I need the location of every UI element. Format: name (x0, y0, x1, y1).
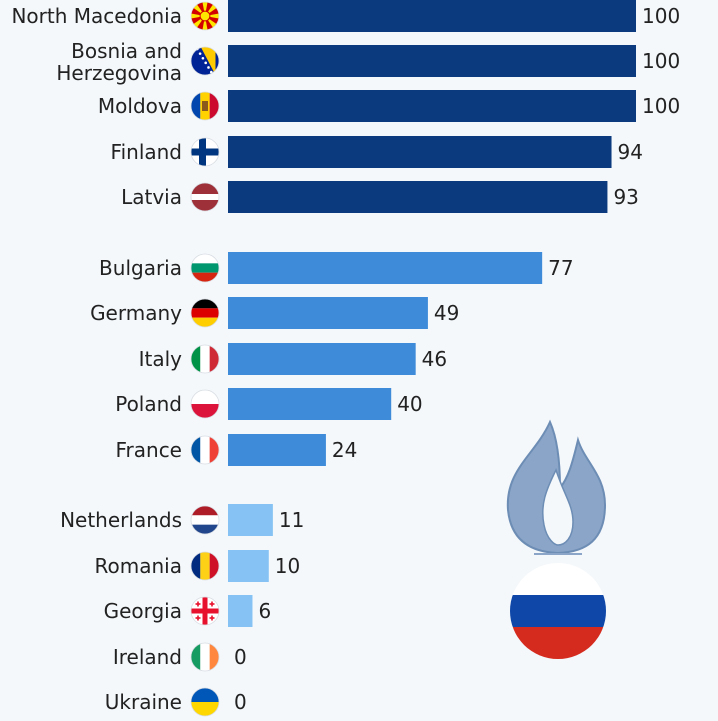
value-label-bosnia-and-herzegovina: 100 (642, 49, 680, 73)
bar-italy (228, 343, 416, 375)
flame-inner-icon (542, 468, 574, 546)
category-label-romania: Romania (95, 554, 182, 578)
category-labels: North Macedonia Bosnia and Herzegovina Mold… (11, 4, 182, 714)
value-label-germany: 49 (434, 301, 459, 325)
category-label-ireland: Ireland (113, 645, 182, 669)
value-label-ukraine: 0 (234, 690, 247, 714)
bars-layer (228, 0, 636, 627)
category-label-georgia: Georgia (104, 599, 182, 623)
bar-netherlands (228, 504, 273, 536)
category-label-germany: Germany (90, 301, 182, 325)
bar-germany (228, 297, 428, 329)
finland-flag-icon (190, 137, 220, 167)
bar-poland (228, 388, 392, 420)
italy-flag-icon (190, 344, 220, 374)
bar-north-macedonia (228, 0, 636, 32)
value-label-romania: 10 (275, 554, 300, 578)
russia-flag-icon (510, 563, 606, 659)
value-label-finland: 94 (618, 140, 643, 164)
bar-georgia (228, 595, 253, 627)
value-label-north-macedonia: 100 (642, 4, 680, 28)
bar-romania (228, 550, 269, 582)
bar-latvia (228, 181, 608, 213)
poland-flag-icon (190, 389, 220, 419)
bar-france (228, 434, 326, 466)
value-label-moldova: 100 (642, 94, 680, 118)
category-label-north-macedonia: North Macedonia (11, 4, 182, 28)
ireland-flag-icon (190, 642, 220, 672)
value-label-poland: 40 (397, 392, 422, 416)
france-flag-icon (190, 435, 220, 465)
category-label-latvia: Latvia (121, 185, 182, 209)
bar-bulgaria (228, 252, 543, 284)
ukraine-flag-icon (190, 687, 220, 717)
category-label-ukraine: Ukraine (105, 690, 182, 714)
category-label-italy: Italy (139, 347, 183, 371)
value-label-netherlands: 11 (279, 508, 304, 532)
bosnia-and-herzegovina-flag-icon (190, 46, 220, 76)
north-macedonia-flag-icon (190, 1, 220, 31)
bar-moldova (228, 90, 636, 122)
netherlands-flag-icon (190, 505, 220, 535)
bar-finland (228, 136, 612, 168)
georgia-flag-icon (190, 596, 220, 626)
category-label-france: France (115, 438, 182, 462)
gas-flame-russia-icon (506, 419, 607, 659)
category-label-bosnia-and-herzegovina: Bosnia and Herzegovina (56, 39, 182, 85)
category-label-finland: Finland (111, 140, 182, 164)
latvia-flag-icon (190, 182, 220, 212)
category-label-netherlands: Netherlands (60, 508, 182, 532)
value-label-italy: 46 (422, 347, 447, 371)
bulgaria-flag-icon (190, 253, 220, 283)
value-label-georgia: 6 (258, 599, 271, 623)
value-label-bulgaria: 77 (548, 256, 573, 280)
flags-layer (190, 1, 220, 717)
romania-flag-icon (190, 551, 220, 581)
bar-bosnia-and-herzegovina (228, 45, 636, 77)
category-label-moldova: Moldova (98, 94, 182, 118)
burner-line (534, 553, 582, 555)
germany-flag-icon (190, 298, 220, 328)
value-label-france: 24 (332, 438, 357, 462)
category-label-poland: Poland (115, 392, 182, 416)
value-label-latvia: 93 (613, 185, 638, 209)
category-label-bulgaria: Bulgaria (99, 256, 182, 280)
value-label-ireland: 0 (234, 645, 247, 669)
moldova-flag-icon (190, 91, 220, 121)
